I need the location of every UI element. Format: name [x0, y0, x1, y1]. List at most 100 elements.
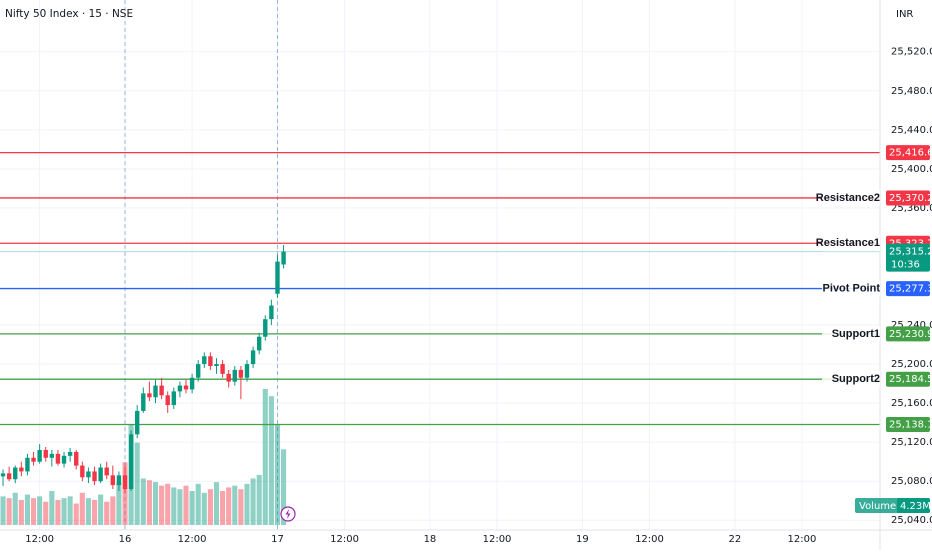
candle-body [110, 475, 116, 486]
volume-bar [85, 498, 91, 525]
volume-bar [49, 491, 55, 525]
x-tick-label: 12:00 [330, 534, 359, 545]
volume-bar [238, 489, 244, 525]
volume-bar [67, 496, 73, 525]
level-price-box [886, 371, 930, 387]
y-tick-label: 25,360.00 [891, 203, 932, 214]
volume-bar [116, 482, 122, 525]
y-tick-label: 25,480.00 [891, 86, 932, 97]
candle-body [202, 356, 207, 365]
candle-body [281, 251, 286, 265]
volume-bar [171, 487, 177, 525]
candle-body [6, 473, 12, 480]
volume-bar [12, 492, 18, 525]
x-tick-label: 12:00 [483, 534, 512, 545]
level-price-box [886, 416, 930, 432]
candle-body [104, 467, 109, 476]
volume-bar [226, 487, 232, 525]
volume-bar [281, 449, 287, 525]
volume-bar [43, 501, 49, 525]
candle-body [275, 261, 280, 294]
x-tick-label: 17 [271, 534, 284, 545]
volume-bar [30, 498, 37, 525]
currency: INR [896, 9, 913, 20]
level-price-box [886, 326, 930, 342]
candle-body [86, 471, 91, 478]
candle-body [141, 393, 146, 411]
volume-bar [146, 480, 152, 525]
candle-body [171, 391, 176, 406]
volume-bar [61, 498, 67, 525]
candle-body [226, 373, 231, 382]
volume-bar [201, 492, 207, 525]
volume-bar [134, 442, 140, 525]
candle-body [0, 473, 6, 477]
volume-bar [152, 482, 159, 525]
level-name-bg [822, 280, 880, 297]
candles [0, 244, 286, 493]
level-name: Resistance2 [816, 192, 880, 204]
level-price-box [886, 145, 930, 161]
volume-bar [18, 499, 24, 525]
candle-body [232, 369, 237, 382]
volume-bar [165, 483, 171, 525]
level-price: 25,138.10 [889, 419, 932, 430]
candle-body [92, 471, 97, 482]
candle-body [165, 395, 170, 406]
volume-legend-value-bg [897, 498, 930, 513]
volume-bar [37, 496, 43, 525]
x-tick-label: 12:00 [25, 534, 54, 545]
axis-labels: 25,416.60 Resistance2 25,370.20 Resistance1… [816, 145, 932, 513]
y-tick-label: 25,520.00 [891, 47, 932, 58]
candle-body [159, 385, 164, 396]
level-price-box [886, 190, 930, 206]
volume-bar [73, 503, 79, 525]
x-tick-label: 12:00 [788, 534, 817, 545]
volume-bar [195, 483, 201, 525]
grid [0, 0, 880, 530]
volume-bar [262, 389, 268, 525]
candle-body [37, 449, 42, 462]
volume-bar [91, 499, 98, 525]
volume-bar [207, 489, 213, 525]
x-tick-label: 16 [119, 534, 132, 545]
volume-bar [79, 492, 85, 525]
volume-bar [256, 474, 262, 525]
volume-bar [6, 498, 12, 525]
candle-body [128, 434, 134, 490]
y-tick-label: 25,120.00 [891, 437, 932, 448]
volume-bar [268, 396, 274, 525]
candle-body [43, 449, 48, 458]
y-tick-label: 25,440.00 [891, 125, 932, 136]
volume-pane [0, 389, 287, 525]
candle-body [189, 377, 195, 390]
candle-body [13, 467, 18, 480]
candle-body [67, 451, 73, 456]
volume-legend-value: 4.23M [900, 501, 931, 512]
x-tick-label: 22 [728, 534, 741, 545]
candle-body [19, 467, 24, 472]
level-name: Resistance1 [816, 237, 880, 249]
x-tick-label: 19 [576, 534, 589, 545]
level-name-bg [822, 371, 880, 388]
volume-bar [98, 494, 104, 525]
alert-icon[interactable] [280, 506, 296, 522]
level-price: 25,230.95 [889, 329, 932, 340]
candle-body [214, 364, 219, 367]
volume-bar [24, 494, 31, 525]
x-tick-label: 12:00 [635, 534, 664, 545]
level-price-box [886, 281, 930, 297]
candle-body [147, 393, 152, 398]
levels [0, 152, 880, 426]
y-tick-label: 25,080.00 [891, 476, 932, 487]
countdown: 10:36 [891, 260, 920, 271]
candle-body [269, 305, 274, 320]
volume-bar [140, 478, 146, 525]
level-name-bg [822, 235, 880, 252]
candle-body [74, 451, 79, 466]
candle-body [25, 457, 30, 472]
x-tick-label: 12:00 [178, 534, 207, 545]
y-tick-label: 25,400.00 [891, 164, 932, 175]
y-tick-label: 25,040.00 [891, 515, 932, 526]
